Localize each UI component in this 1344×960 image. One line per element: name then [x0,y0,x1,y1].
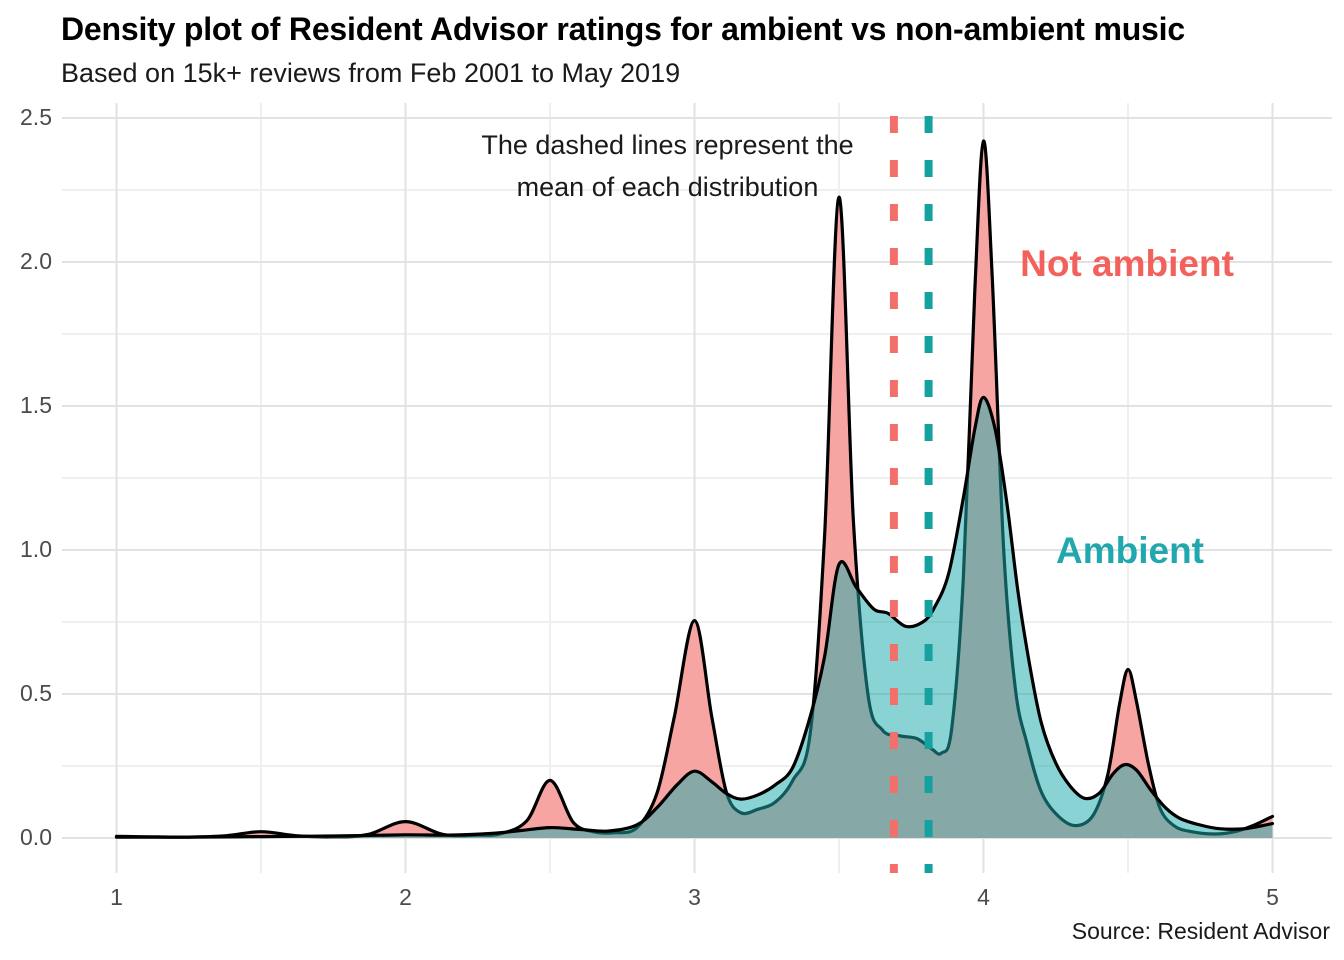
x-tick-label: 3 [688,884,701,910]
y-tick-label: 1.5 [20,392,52,418]
source-credit: Source: Resident Advisor [1071,918,1330,944]
chart-title: Density plot of Resident Advisor ratings… [61,11,1185,47]
y-tick-label: 0.0 [20,824,52,850]
annotation-line-1: The dashed lines represent the [481,130,854,160]
y-tick-label: 2.5 [20,104,52,130]
not-ambient-series-label: Not ambient [1020,243,1234,284]
y-tick-label: 0.5 [20,680,52,706]
ambient-series-label: Ambient [1056,530,1204,571]
y-tick-label: 1.0 [20,536,52,562]
gridlines-minor [62,103,1332,873]
x-tick-label: 2 [399,884,412,910]
ambient-density-outline [114,395,1275,839]
x-tick-label: 1 [110,884,123,910]
x-tick-label: 4 [977,884,990,910]
annotation-line-2: mean of each distribution [516,172,819,202]
mean-lines-annotation: The dashed lines represent the mean of e… [380,124,955,208]
ambient-density-area [116,397,1273,838]
chart-subtitle: Based on 15k+ reviews from Feb 2001 to M… [61,58,681,88]
y-tick-label: 2.0 [20,248,52,274]
x-tick-label: 5 [1266,884,1279,910]
